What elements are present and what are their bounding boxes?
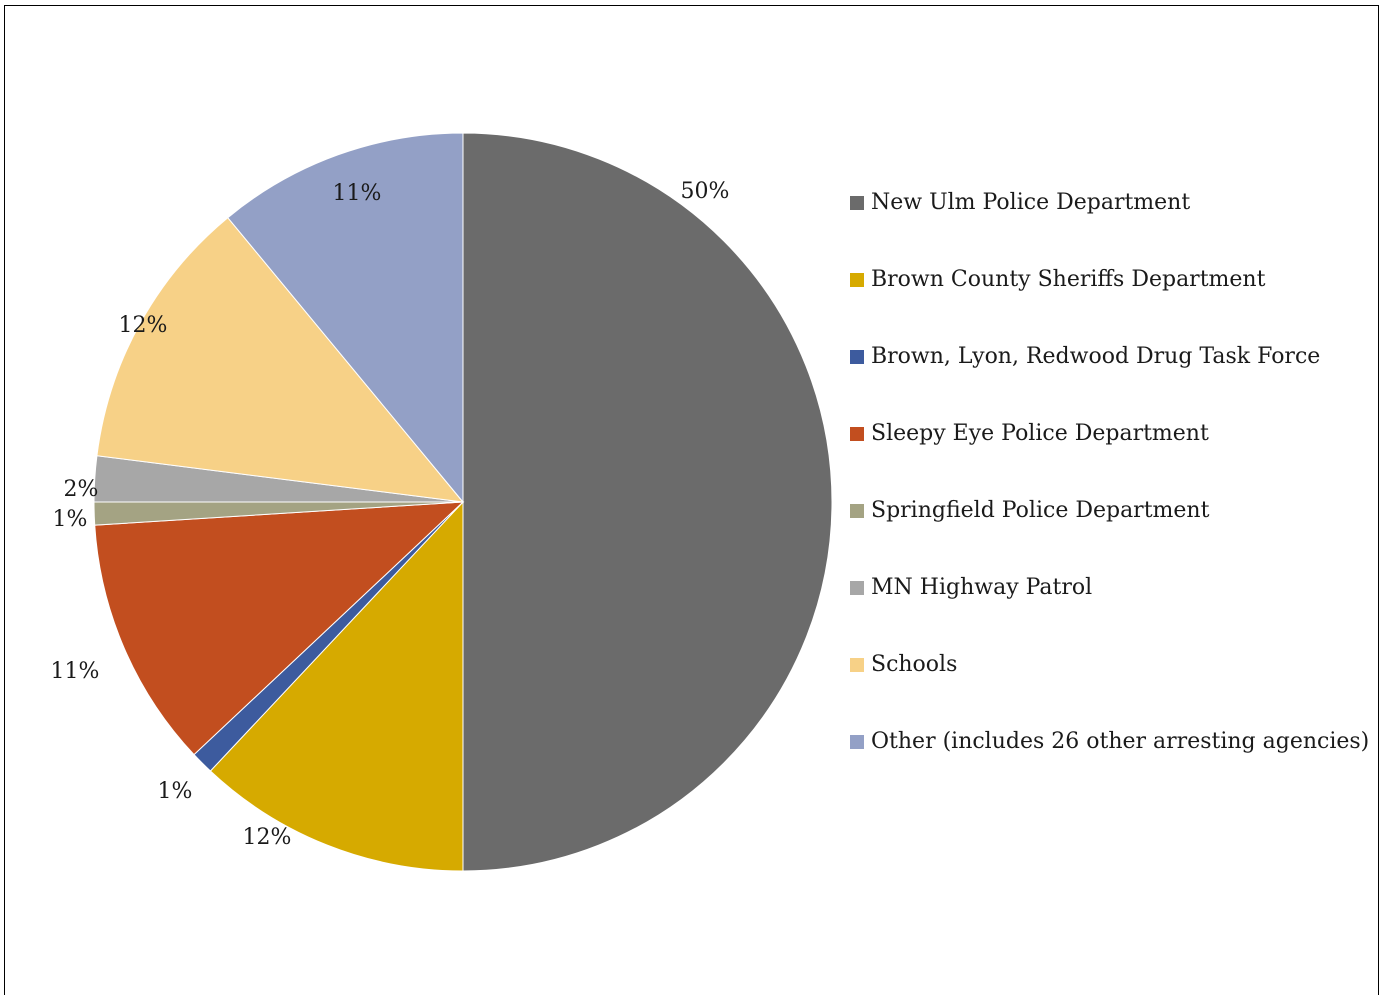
- legend-label: MN Highway Patrol: [871, 575, 1093, 600]
- data-label-schools: 12%: [119, 313, 168, 338]
- pie-data-labels: 50% 12% 1% 11% 1% 2% 12% 11%: [51, 179, 730, 850]
- legend-label: Sleepy Eye Police Department: [871, 421, 1209, 446]
- legend-label: New Ulm Police Department: [871, 190, 1191, 215]
- pie-slice-sleepy-eye-police-department: [94, 501, 465, 756]
- legend-item-brown-county-sheriffs-department: Brown County Sheriffs Department: [850, 265, 1265, 295]
- data-label-mn-highway-patrol: 2%: [64, 477, 99, 502]
- legend-item-springfield-police-department: Springfield Police Department: [850, 496, 1209, 526]
- data-label-sleepy-eye-police-department: 11%: [51, 659, 100, 684]
- data-label-springfield-police-department: 1%: [53, 507, 88, 532]
- legend-swatch: [850, 427, 864, 441]
- pie-slice-new-ulm-police-department: [462, 132, 833, 872]
- legend-swatch: [850, 735, 864, 749]
- legend-item-new-ulm-police-department: New Ulm Police Department: [850, 188, 1190, 218]
- legend-item-mn-highway-patrol: MN Highway Patrol: [850, 573, 1092, 603]
- legend-label: Schools: [871, 652, 958, 677]
- legend-label: Other (includes 26 other arresting agenc…: [871, 729, 1370, 754]
- legend-item-other-includes-26-other-arresting-agencies: Other (includes 26 other arresting agenc…: [850, 727, 1369, 757]
- data-label-brown-lyon-redwood-drug-task-force: 1%: [158, 779, 193, 804]
- legend-item-brown-lyon-redwood-drug-task-force: Brown, Lyon, Redwood Drug Task Force: [850, 342, 1320, 372]
- pie-slice-other-includes-26-other-arresting-agencies: [227, 132, 464, 504]
- pie-slice-schools: [96, 216, 465, 503]
- pie-slices: [93, 132, 833, 872]
- legend-swatch: [850, 196, 864, 210]
- pie-chart: 50% 12% 1% 11% 1% 2% 12% 11%: [51, 132, 833, 872]
- legend-item-schools: Schools: [850, 650, 957, 680]
- data-label-other-includes-26-other-arresting-agencies: 11%: [333, 181, 382, 206]
- chart-frame: 50% 12% 1% 11% 1% 2% 12% 11% New Ulm Police Dep…: [4, 5, 1379, 995]
- data-label-new-ulm-police-department: 50%: [681, 179, 730, 204]
- legend-label: Brown County Sheriffs Department: [871, 267, 1266, 292]
- legend-swatch: [850, 350, 864, 364]
- legend-item-sleepy-eye-police-department: Sleepy Eye Police Department: [850, 419, 1209, 449]
- data-label-brown-county-sheriffs-department: 12%: [243, 825, 292, 850]
- legend-label: Brown, Lyon, Redwood Drug Task Force: [871, 344, 1321, 369]
- legend-swatch: [850, 504, 864, 518]
- legend-swatch: [850, 581, 864, 595]
- legend-label: Springfield Police Department: [871, 498, 1210, 523]
- legend-swatch: [850, 273, 864, 287]
- legend-swatch: [850, 658, 864, 672]
- pie-slice-brown-county-sheriffs-department: [209, 500, 464, 872]
